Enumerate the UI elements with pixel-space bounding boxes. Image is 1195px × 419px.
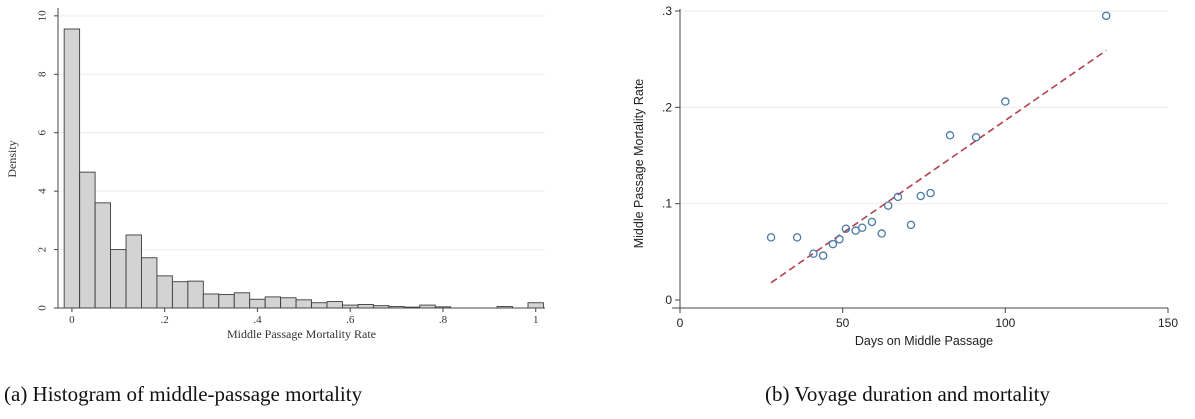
histogram-bar <box>218 294 235 309</box>
scatter-x-axis-label: Days on Middle Passage <box>855 334 993 348</box>
histogram-x-tick-label: .4 <box>253 314 262 326</box>
scatter-points <box>766 11 1111 260</box>
histogram-y-tick-label: 6 <box>37 129 49 135</box>
histogram-bar <box>125 234 142 309</box>
scatter-gridlines <box>680 10 1168 205</box>
histogram-chart: 0 2 4 6 8 10 0 .2 .4 .6 .8 1 Middle Passage Mortal… <box>5 8 545 341</box>
histogram-bar <box>171 281 189 309</box>
scatter-point <box>877 229 886 238</box>
histogram-y-tick-label: 8 <box>37 71 49 77</box>
histogram-bar <box>264 296 282 309</box>
scatter-point <box>926 188 935 198</box>
histogram-bar <box>527 302 544 309</box>
scatter-x-tick-label: 150 <box>1158 316 1178 330</box>
scatter-point <box>1101 11 1111 21</box>
scatter-point <box>792 233 802 242</box>
histogram-y-tick-label: 2 <box>37 247 49 253</box>
histogram-bar <box>311 302 328 309</box>
histogram-bar <box>156 275 173 309</box>
histogram-y-tick-label: 4 <box>37 188 49 194</box>
histogram-gridlines <box>58 15 545 251</box>
histogram-x-axis-label: Middle Passage Mortality Rate <box>227 327 376 341</box>
scatter-point <box>818 251 828 260</box>
scatter-chart: 0 .1 .2 .3 0 50 100 150 Days on Middle Passage… <box>632 4 1178 348</box>
scatter-y-tick-label: .2 <box>662 100 672 114</box>
caption-scatter: (b) Voyage duration and mortality <box>765 382 1050 406</box>
scatter-point <box>971 132 981 142</box>
histogram-bar <box>233 292 251 309</box>
scatter-y-tick-label: .3 <box>662 4 672 18</box>
scatter-point <box>835 235 844 244</box>
histogram-bar <box>63 28 81 309</box>
histogram-bar <box>357 304 374 309</box>
scatter-fit-line <box>770 49 1107 284</box>
scatter-y-tick-label: .1 <box>662 197 672 211</box>
scatter-y-ticks: 0 .1 .2 .3 <box>662 4 680 307</box>
histogram-y-tick-label: 0 <box>37 305 49 311</box>
histogram-bar <box>79 171 96 309</box>
scatter-point <box>867 217 877 227</box>
histogram-axes <box>57 8 545 309</box>
histogram-bar <box>295 299 312 309</box>
histogram-bar <box>94 202 111 309</box>
scatter-point <box>809 249 818 259</box>
scatter-point <box>857 223 867 232</box>
scatter-point <box>883 201 893 210</box>
histogram-x-tick-label: .6 <box>346 314 355 326</box>
histogram-x-tick-label: 1 <box>533 314 539 326</box>
histogram-bar <box>249 298 266 309</box>
histogram-y-tick-label: 10 <box>37 10 49 22</box>
scatter-point <box>916 191 925 201</box>
histogram-y-ticks: 0 2 4 6 8 10 <box>37 10 58 311</box>
scatter-point <box>841 224 851 233</box>
histogram-x-tick-label: .8 <box>439 314 448 326</box>
scatter-point <box>828 239 838 249</box>
histogram-bar <box>326 301 343 309</box>
scatter-y-axis-label: Middle Passage Mortality Rate <box>632 79 646 249</box>
scatter-point <box>766 233 776 242</box>
histogram-bar <box>187 280 204 309</box>
scatter-x-tick-label: 50 <box>836 316 850 330</box>
scatter-x-tick-label: 100 <box>995 316 1015 330</box>
histogram-x-tick-label: 0 <box>69 314 75 326</box>
scatter-axes <box>672 9 1168 309</box>
scatter-x-ticks: 0 50 100 150 <box>677 308 1178 330</box>
scatter-point <box>906 220 916 230</box>
histogram-y-axis-label: Density <box>5 140 19 177</box>
scatter-x-tick-label: 0 <box>677 316 684 330</box>
scatter-point <box>893 192 903 202</box>
histogram-bar <box>202 293 220 309</box>
scatter-point <box>1001 97 1010 106</box>
scatter-fit-line-group <box>770 49 1107 284</box>
histogram-bar <box>280 297 297 309</box>
histogram-x-ticks: 0 .2 .4 .6 .8 1 <box>69 308 538 326</box>
histogram-bar <box>110 249 127 309</box>
scatter-point <box>945 131 955 140</box>
histogram-panel: 0 2 4 6 8 10 0 .2 .4 .6 .8 1 Middle Passage Mortal… <box>0 0 560 419</box>
scatter-panel: 0 .1 .2 .3 0 50 100 150 Days on Middle Passage… <box>600 0 1195 419</box>
histogram-x-tick-label: .2 <box>161 314 169 326</box>
histogram-bar <box>141 257 158 309</box>
scatter-y-tick-label: 0 <box>665 293 672 307</box>
caption-histogram: (a) Histogram of middle-passage mortalit… <box>4 382 363 406</box>
histogram-bars <box>63 28 544 309</box>
